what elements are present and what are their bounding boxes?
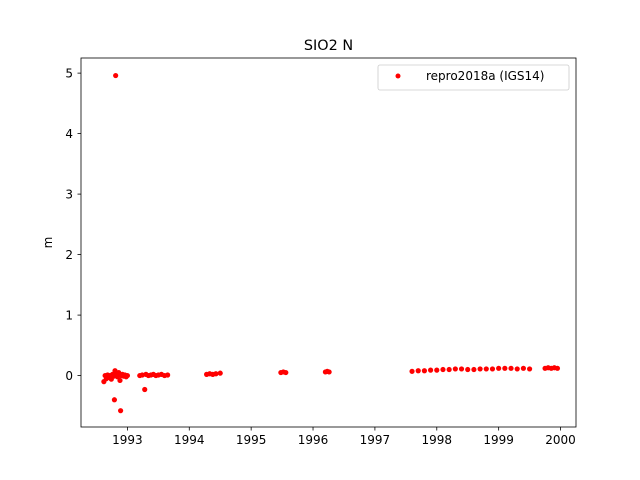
y-tick-label: 1 (65, 308, 73, 322)
legend: repro2018a (IGS14) (377, 64, 570, 91)
x-tick-label: 1994 (174, 433, 205, 447)
legend-box (377, 64, 570, 91)
chart-title: SIO2 N (304, 38, 353, 54)
plot-frame (80, 57, 577, 428)
y-tick-label: 5 (65, 66, 73, 80)
data-point (409, 368, 415, 374)
x-tick-label: 1997 (360, 433, 391, 447)
data-point (502, 365, 508, 371)
data-point (142, 386, 148, 393)
legend-marker (395, 73, 401, 79)
data-point (526, 366, 533, 372)
data-point (283, 369, 289, 376)
data-point (440, 366, 446, 373)
data-point (496, 365, 502, 371)
data-point (118, 408, 124, 414)
data-point (471, 366, 477, 373)
data-point (434, 367, 440, 373)
data-point (514, 366, 520, 372)
data-point (458, 366, 465, 372)
data-point (165, 372, 171, 378)
x-tick-label: 1999 (483, 433, 514, 447)
data-point (483, 366, 489, 372)
y-tick-label: 4 (65, 127, 73, 141)
data-point (124, 372, 131, 379)
data-point (415, 368, 421, 374)
y-tick-label: 3 (65, 187, 73, 201)
x-axis-ticks: 1993 1994 1995 1996 1997 1998 1999 2000 (112, 427, 576, 447)
data-point (465, 366, 471, 373)
x-tick-label: 2000 (545, 433, 576, 447)
data-point (508, 365, 514, 371)
data-point (489, 366, 496, 372)
y-tick-label: 0 (65, 369, 73, 383)
x-tick-label: 1995 (236, 433, 267, 447)
data-point (520, 365, 527, 371)
data-points (101, 72, 561, 414)
x-tick-label: 1998 (422, 433, 453, 447)
x-tick-label: 1996 (298, 433, 329, 447)
data-point (113, 72, 119, 79)
data-point (452, 366, 458, 372)
data-point (117, 377, 123, 384)
data-point (554, 365, 561, 371)
x-tick-label: 1993 (112, 433, 143, 447)
y-axis-ticks: 0 1 2 3 4 5 (65, 66, 81, 383)
data-point (477, 366, 483, 372)
data-point (213, 371, 219, 377)
data-point (427, 367, 434, 373)
data-point (217, 370, 223, 376)
plot-area (81, 58, 576, 427)
y-axis-label: m (41, 237, 55, 249)
legend-label: repro2018a (IGS14) (426, 69, 544, 83)
data-point (326, 369, 332, 375)
data-point (421, 368, 428, 374)
data-point (111, 397, 118, 403)
y-tick-label: 2 (65, 248, 73, 262)
data-point (446, 366, 452, 373)
